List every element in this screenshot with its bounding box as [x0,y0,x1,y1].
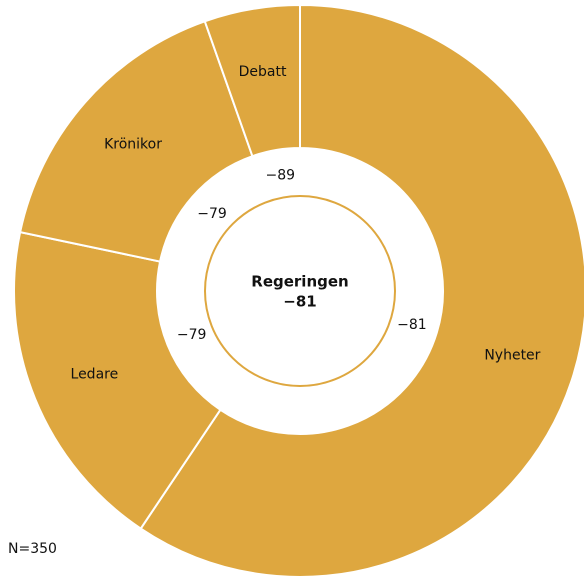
segment-score: −79 [197,206,227,222]
donut-segment [13,230,222,530]
center-ring [204,195,396,387]
segment-score: −79 [177,327,207,343]
donut-segment [203,3,301,158]
center-value: −81 [283,293,316,311]
segment-label: Ledare [71,367,119,383]
segment-label: Nyheter [484,348,540,364]
segment-label: Krönikor [104,137,162,153]
center-label: Regeringen [251,273,348,291]
sample-note: N=350 [8,541,57,557]
segment-score: −81 [397,317,427,333]
segment-label: Debatt [239,64,287,80]
donut-segment [18,20,254,263]
segment-score: −89 [265,168,295,184]
donut-segment [139,3,584,578]
